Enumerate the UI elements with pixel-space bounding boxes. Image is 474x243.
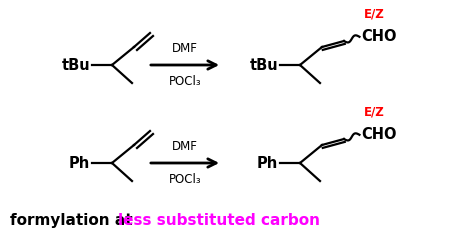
Text: CHO: CHO [362,29,397,44]
Text: Ph: Ph [69,156,90,171]
Text: DMF: DMF [172,42,198,55]
Text: formylation at: formylation at [10,213,138,228]
Text: DMF: DMF [172,140,198,153]
Text: tBu: tBu [249,58,278,72]
Text: E/Z: E/Z [364,8,384,21]
Text: CHO: CHO [362,127,397,142]
Text: POCl₃: POCl₃ [169,173,201,186]
Text: E/Z: E/Z [364,106,384,119]
Text: POCl₃: POCl₃ [169,75,201,88]
Text: tBu: tBu [61,58,90,72]
Text: less substituted carbon: less substituted carbon [118,213,320,228]
Text: Ph: Ph [257,156,278,171]
